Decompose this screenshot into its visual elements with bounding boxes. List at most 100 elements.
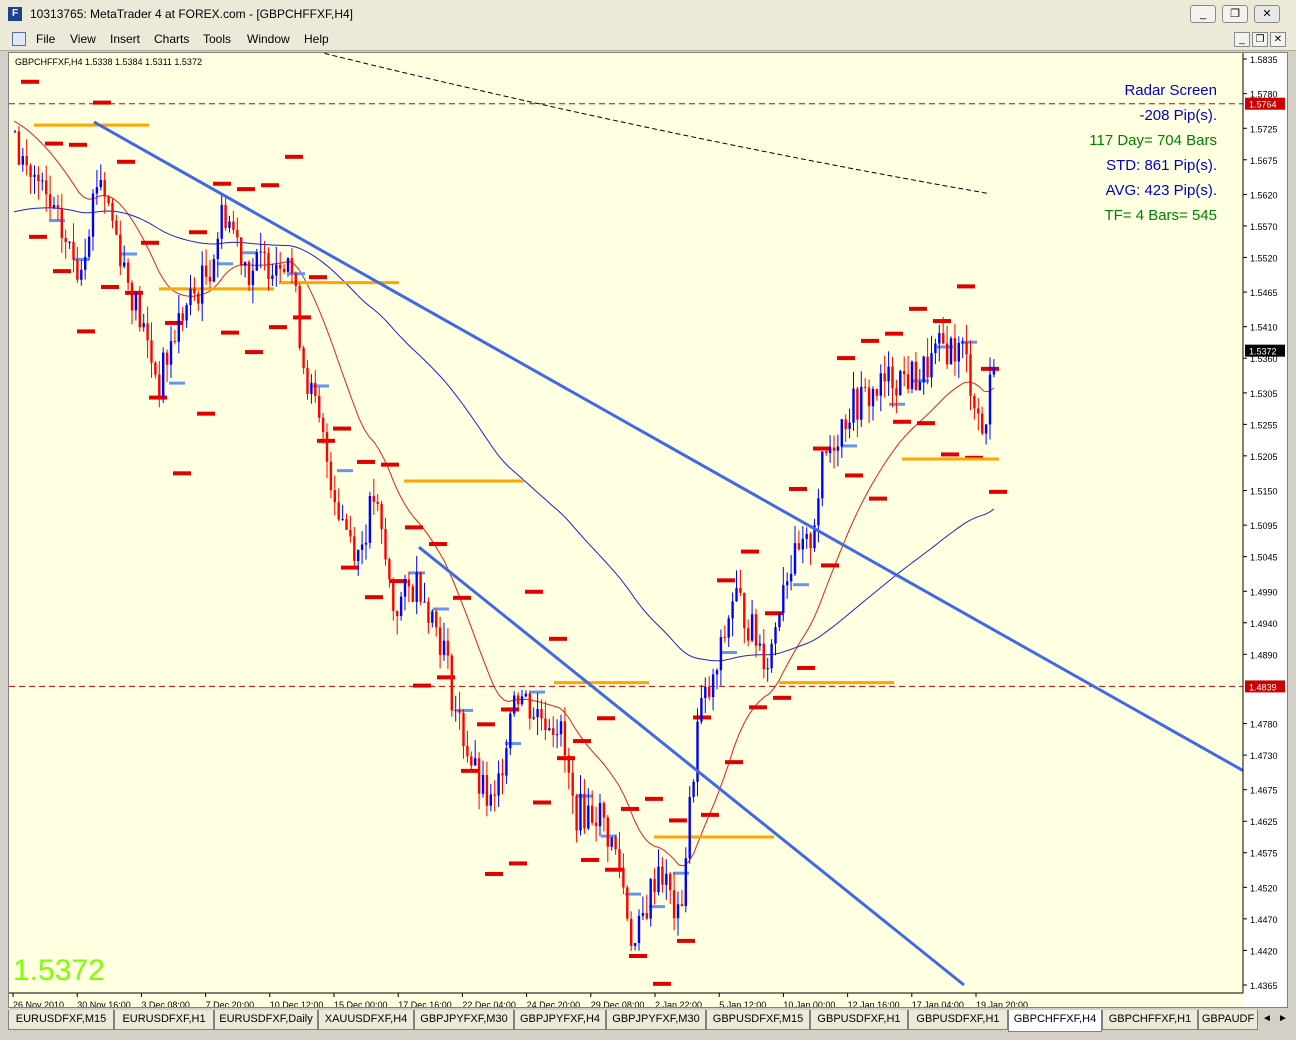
chart-tab[interactable]: GBPUSDFXF,M15 (706, 1010, 810, 1030)
chart-tab[interactable]: GBPJPYFXF,M30 (414, 1010, 514, 1030)
chart-minimize-button[interactable]: _ (1234, 32, 1250, 47)
menu-charts[interactable]: Charts (154, 32, 190, 46)
menu-tools[interactable]: Tools (203, 32, 232, 46)
candle-body (298, 285, 301, 348)
candle-body (247, 261, 251, 286)
candle-body (711, 674, 715, 697)
radar-screen-line: TF= 4 Bars= 545 (1104, 207, 1217, 224)
chart-tab[interactable]: GBPUSDFXF,H1 (810, 1010, 908, 1030)
menu-file[interactable]: File (36, 32, 56, 46)
tab-scroll-left-icon[interactable]: ◄ (1262, 1013, 1272, 1024)
time-tick-label: 24 Dec 20:00 (527, 1000, 581, 1007)
minimize-button[interactable]: _ (1190, 5, 1216, 23)
pivot-marker-blue (73, 257, 89, 261)
candle-body (945, 343, 949, 365)
chart-tab[interactable]: GBPJPYFXF,H4 (514, 1010, 606, 1030)
pivot-marker-blue (793, 583, 809, 587)
price-highlight-label-box (1245, 344, 1285, 357)
candle-body (403, 579, 407, 597)
candle-body (606, 817, 609, 847)
chart-tab[interactable]: EURUSDFXF,Daily (214, 1010, 318, 1030)
candle-body (442, 640, 446, 655)
candle-body (879, 373, 882, 396)
pivot-marker-red (741, 549, 759, 554)
chart-document-icon[interactable] (12, 32, 26, 46)
candle-body (610, 837, 613, 847)
candle-body (286, 258, 290, 272)
tab-scroll-right-icon[interactable]: ► (1278, 1013, 1288, 1024)
pivot-marker-red (453, 595, 471, 600)
candle-body (657, 866, 660, 893)
candle-body (368, 496, 372, 543)
candle-body (758, 643, 762, 646)
candle-body (856, 388, 859, 420)
candle-body (739, 588, 742, 593)
pivot-marker-red (869, 496, 887, 501)
time-tick-label: 29 Dec 08:00 (591, 1000, 645, 1007)
pivot-marker-red (653, 981, 671, 986)
radar-screen-line: AVG: 423 Pip(s). (1106, 182, 1217, 199)
pivot-marker-red (557, 756, 575, 761)
candle-body (197, 293, 200, 304)
pivot-marker-red (285, 154, 303, 159)
candle-body (528, 693, 531, 719)
candle-body (294, 273, 297, 286)
candle-body (138, 292, 141, 328)
chart-canvas[interactable]: 1.5835 1.5780 1.5725 1.5675 1.5620 1.5570 1.55… (9, 53, 1287, 1007)
candle-body (571, 772, 574, 796)
candle-body (520, 696, 524, 705)
chart-tab[interactable]: GBPJPYFXF,M30 (606, 1010, 706, 1030)
candle-body (68, 241, 71, 243)
candle-body (949, 338, 953, 365)
candle-body (723, 637, 726, 639)
candle-body (844, 419, 847, 429)
close-button[interactable]: ✕ (1254, 5, 1280, 23)
pivot-marker-red (389, 579, 407, 584)
pivot-marker-red (477, 722, 495, 727)
price-chart[interactable]: 1.5835 1.5780 1.5725 1.5675 1.5620 1.5570 1.55… (8, 52, 1288, 1008)
chart-tab[interactable]: XAUUSDFXF,H4 (318, 1010, 414, 1030)
candle-body (372, 496, 375, 502)
candle-body (614, 837, 617, 850)
moving-average-black (320, 53, 990, 195)
candle-body (87, 236, 91, 257)
candle-body (466, 746, 469, 757)
price-tick-label: 1.5095 (1250, 521, 1278, 531)
menu-view[interactable]: View (70, 32, 96, 46)
chart-tab[interactable]: GBPCHFFXF,H1 (1102, 1010, 1198, 1030)
menu-window[interactable]: Window (247, 32, 290, 46)
candle-body (446, 640, 450, 656)
pivot-marker-red (933, 319, 951, 324)
chart-tab[interactable]: GBPUSDFXF,H1 (908, 1010, 1008, 1030)
candle-body (836, 446, 840, 451)
candle-body (747, 628, 750, 641)
candle-body (329, 461, 333, 491)
maximize-button[interactable]: ❐ (1222, 5, 1248, 23)
chart-close-button[interactable]: ✕ (1270, 32, 1286, 47)
chart-tab[interactable]: EURUSDFXF,H1 (114, 1010, 214, 1030)
candle-body (384, 528, 387, 560)
candle-body (95, 187, 99, 194)
candle-body (934, 343, 937, 353)
candle-body (72, 241, 75, 260)
menu-insert[interactable]: Insert (110, 32, 141, 46)
candle-body (279, 264, 282, 269)
candle-body (910, 361, 914, 389)
chart-tab[interactable]: GBPAUDF (1198, 1010, 1258, 1030)
chart-tab[interactable]: GBPCHFFXF,H4 (1008, 1010, 1102, 1032)
menu-help[interactable]: Help (304, 32, 329, 46)
chart-tab[interactable]: EURUSDFXF,M15 (8, 1010, 114, 1030)
candle-body (938, 333, 941, 344)
candle-body (536, 708, 539, 718)
pivot-marker-red (237, 187, 255, 192)
time-tick-label: 17 Jan 04:00 (912, 1000, 964, 1007)
pivot-marker-red (669, 818, 687, 823)
chart-restore-button[interactable]: ❐ (1252, 32, 1268, 47)
candle-body (782, 585, 785, 613)
pivot-marker-red (405, 525, 423, 530)
candle-body (961, 342, 964, 344)
candle-body (333, 490, 336, 503)
candle-body (290, 258, 294, 274)
candle-body (754, 614, 758, 646)
pivot-marker-red (197, 411, 215, 416)
